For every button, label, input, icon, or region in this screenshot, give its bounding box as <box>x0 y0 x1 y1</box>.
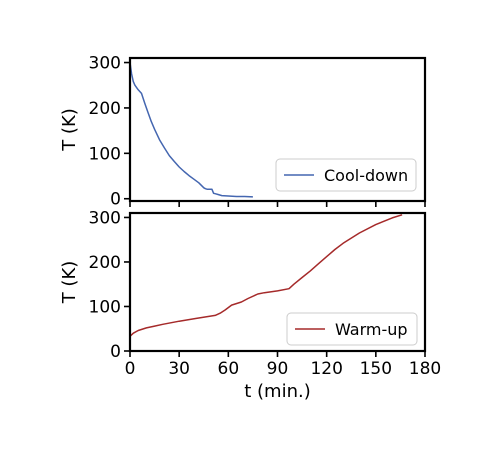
legend-label: Warm-up <box>335 320 408 339</box>
x-tick-label: 120 <box>310 359 342 379</box>
x-tick-label: 30 <box>168 359 190 379</box>
x-axis-label: t (min.) <box>244 381 311 402</box>
x-tick-label: 60 <box>218 359 240 379</box>
y-tick-label: 0 <box>110 342 121 362</box>
x-tick-label: 0 <box>125 359 136 379</box>
series-line-cool-down <box>129 62 253 198</box>
legend-box <box>275 158 417 192</box>
legend-box <box>286 312 418 346</box>
y-tick-label: 300 <box>89 208 121 228</box>
cool-down-panel: 0 100 200 300 T (K) Cool-down <box>59 54 427 210</box>
y-tick-label: 200 <box>89 99 121 119</box>
y-tick-label: 200 <box>89 253 121 273</box>
x-tick-label: 150 <box>360 359 392 379</box>
y-tick-label: 100 <box>89 144 121 164</box>
y-tick-label: 100 <box>89 297 121 317</box>
y-tick-label: 0 <box>110 190 121 210</box>
legend-label: Cool-down <box>324 166 408 185</box>
y-axis-label: T (K) <box>59 108 80 152</box>
x-tick-label: 180 <box>409 359 441 379</box>
y-tick-label: 300 <box>89 54 121 74</box>
y-axis-label: T (K) <box>59 261 80 305</box>
x-tick-label: 90 <box>267 359 289 379</box>
warm-up-panel: 0 100 200 300 0 30 60 90 120 150 180 T (K) t (min.) W… <box>59 208 441 402</box>
series-line-warm-up <box>129 214 403 337</box>
